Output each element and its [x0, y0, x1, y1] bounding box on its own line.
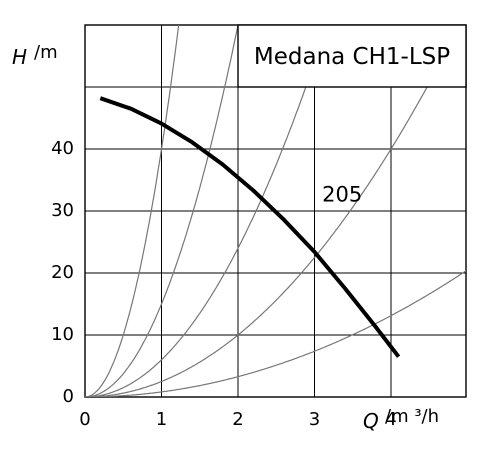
chart-title: Medana CH1-LSP — [254, 44, 450, 70]
y-axis-symbol: H — [12, 45, 27, 69]
y-tick-label-10: 10 — [51, 324, 74, 345]
y-tick-labels: 0 10 20 30 40 — [51, 138, 74, 407]
series-line-205 — [99, 96, 401, 358]
system-curve-2 — [85, 25, 239, 397]
x-tick-labels: 0 1 2 3 4 — [79, 409, 396, 430]
system-curve-4 — [85, 25, 461, 397]
title-box — [237, 24, 467, 88]
x-tick-label-2: 2 — [232, 409, 243, 430]
x-tick-label-4: 4 — [385, 409, 396, 430]
y-axis-unit: /m — [34, 42, 58, 63]
x-tick-label-1: 1 — [156, 409, 167, 430]
system-curve-1 — [85, 25, 180, 397]
x-axis-unit: /m ³/h — [385, 406, 439, 427]
y-tick-label-0: 0 — [63, 386, 74, 407]
system-curve-5 — [85, 270, 466, 397]
x-axis-symbol: Q — [363, 409, 379, 433]
system-curve-3 — [85, 25, 328, 397]
x-tick-label-3: 3 — [309, 409, 320, 430]
y-tick-label-20: 20 — [51, 262, 74, 283]
system-curves — [85, 25, 466, 397]
y-tick-label-40: 40 — [51, 138, 74, 159]
x-tick-label-0: 0 — [79, 409, 90, 430]
series-label-205: 205 — [322, 183, 362, 207]
y-tick-label-30: 30 — [51, 200, 74, 221]
series-group: 205 — [99, 96, 401, 358]
